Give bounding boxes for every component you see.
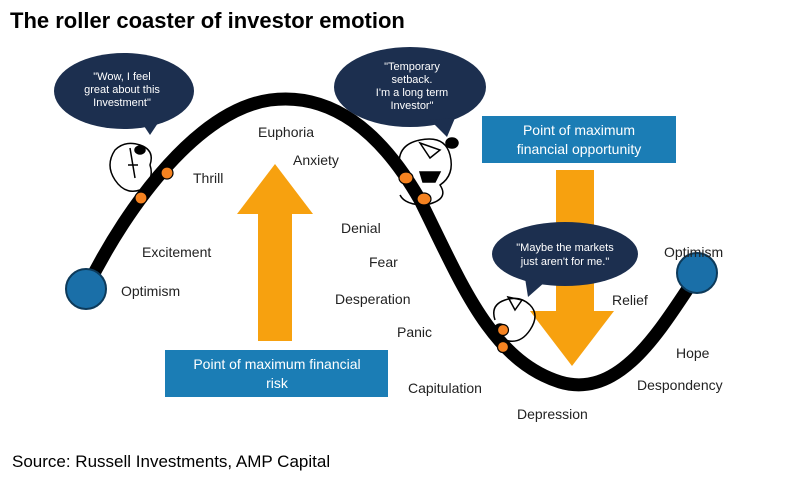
label-relief: Relief [612, 292, 648, 308]
box-max-financial-risk: Point of maximum financial risk [165, 350, 388, 397]
label-hope: Hope [676, 345, 710, 361]
label-capitulation: Capitulation [408, 380, 482, 396]
speech-bubble-despair: "Maybe the markets just aren't for me." [492, 222, 638, 297]
label-despondency: Despondency [637, 377, 723, 393]
coaster-cars [134, 166, 510, 354]
label-euphoria: Euphoria [258, 124, 314, 140]
speech-bubble-setback: "Temporary setback. I'm a long term Investo… [334, 47, 486, 137]
up-arrow-risk [237, 164, 313, 341]
stage-labels: Optimism Excitement Thrill Euphoria Anxi… [121, 124, 723, 422]
label-fear: Fear [369, 254, 398, 270]
label-desperation: Desperation [335, 291, 411, 307]
end-point-optimism [676, 252, 718, 294]
label-anxiety: Anxiety [293, 152, 339, 168]
source-note: Source: Russell Investments, AMP Capital [12, 452, 331, 471]
label-optimism-end: Optimism [664, 244, 723, 260]
investor-figure-happy [109, 142, 152, 192]
label-denial: Denial [341, 220, 381, 236]
label-panic: Panic [397, 324, 432, 340]
start-point-optimism [65, 268, 107, 310]
label-depression: Depression [517, 406, 588, 422]
investor-figure-worried [398, 137, 459, 206]
label-excitement: Excitement [142, 244, 211, 260]
diagram-title: The roller coaster of investor emotion [10, 8, 405, 33]
label-thrill: Thrill [193, 170, 223, 186]
label-optimism: Optimism [121, 283, 180, 299]
box-max-financial-opportunity: Point of maximum financial opportunity [482, 116, 676, 163]
speech-bubble-euphoric: "Wow, I feel great about this Investment" [54, 53, 194, 135]
